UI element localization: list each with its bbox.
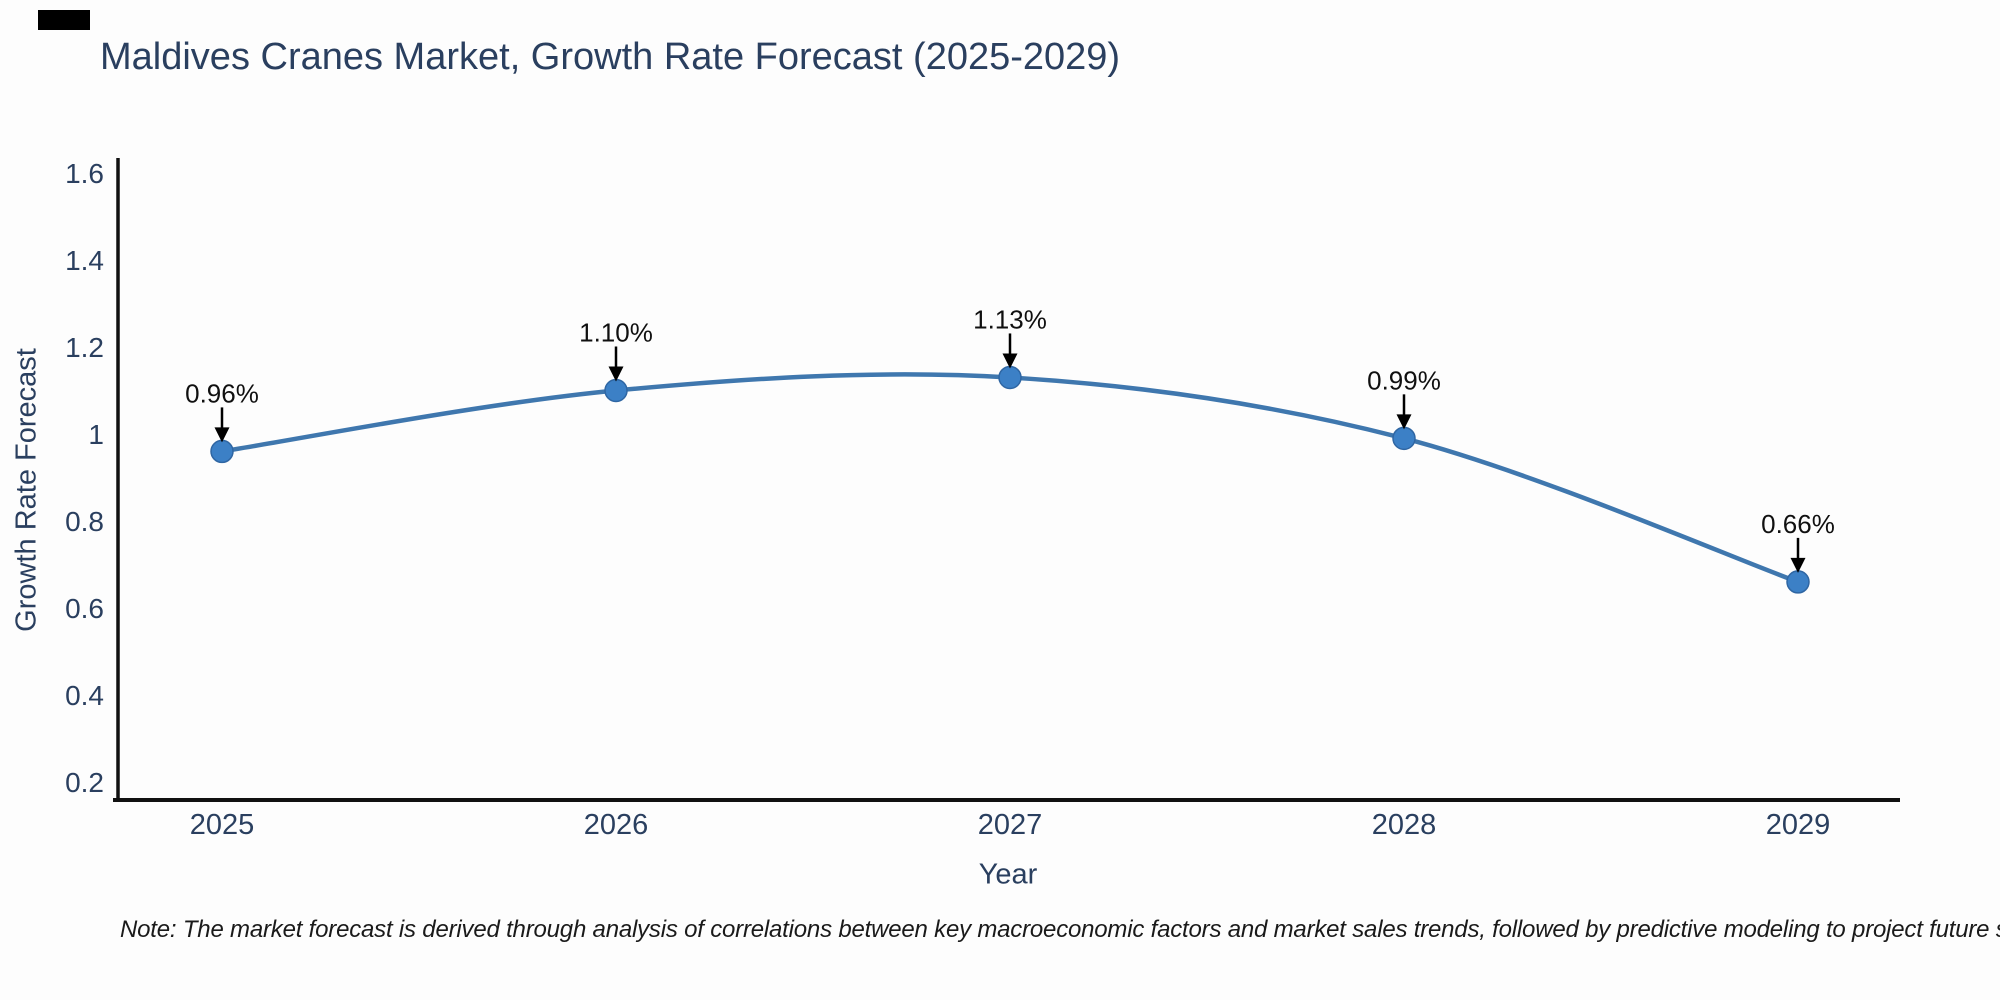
y-tick-label: 0.6 xyxy=(65,593,104,624)
annotation-label: 0.99% xyxy=(1367,365,1441,395)
top-left-artifact xyxy=(38,10,90,30)
annotation-arrowhead xyxy=(608,366,624,382)
y-tick-label: 1 xyxy=(88,419,104,450)
y-tick-label: 0.4 xyxy=(65,680,104,711)
y-tick-label: 1.6 xyxy=(65,158,104,189)
annotation-label: 1.10% xyxy=(579,318,653,348)
data-point xyxy=(1786,570,1810,594)
footnote: Note: The market forecast is derived thr… xyxy=(120,916,2000,943)
annotation-label: 0.66% xyxy=(1761,509,1835,539)
annotation-arrowhead xyxy=(1396,414,1412,430)
forecast-line xyxy=(219,372,1801,585)
chart-title: Maldives Cranes Market, Growth Rate Fore… xyxy=(100,36,1121,78)
y-tick-label: 0.8 xyxy=(65,506,104,537)
y-tick-label: 0.2 xyxy=(65,767,104,798)
annotation-label: 0.96% xyxy=(185,378,259,408)
x-tick-label: 2028 xyxy=(1372,809,1437,841)
x-axis-title: Year xyxy=(978,858,1038,891)
data-point xyxy=(1392,426,1416,451)
x-tick-label: 2029 xyxy=(1766,809,1831,841)
y-tick-label: 1.4 xyxy=(65,245,104,276)
y-tick-label: 1.2 xyxy=(65,332,104,363)
annotation-arrowhead xyxy=(214,427,230,443)
data-point xyxy=(604,378,628,403)
annotation-label: 1.13% xyxy=(973,304,1047,334)
data-point xyxy=(998,365,1022,390)
data-point xyxy=(210,439,234,464)
plot-layer: 0.2 0.4 0.6 0.8 1 1.2 1.4 1.6 2025 2026 2027 2028 20… xyxy=(65,158,1835,841)
x-tick-label: 2026 xyxy=(584,809,649,841)
x-tick-label: 2025 xyxy=(190,809,255,841)
annotation-arrowhead xyxy=(1002,353,1018,369)
x-tick-label: 2027 xyxy=(978,809,1043,841)
annotation-arrowhead xyxy=(1790,557,1806,573)
